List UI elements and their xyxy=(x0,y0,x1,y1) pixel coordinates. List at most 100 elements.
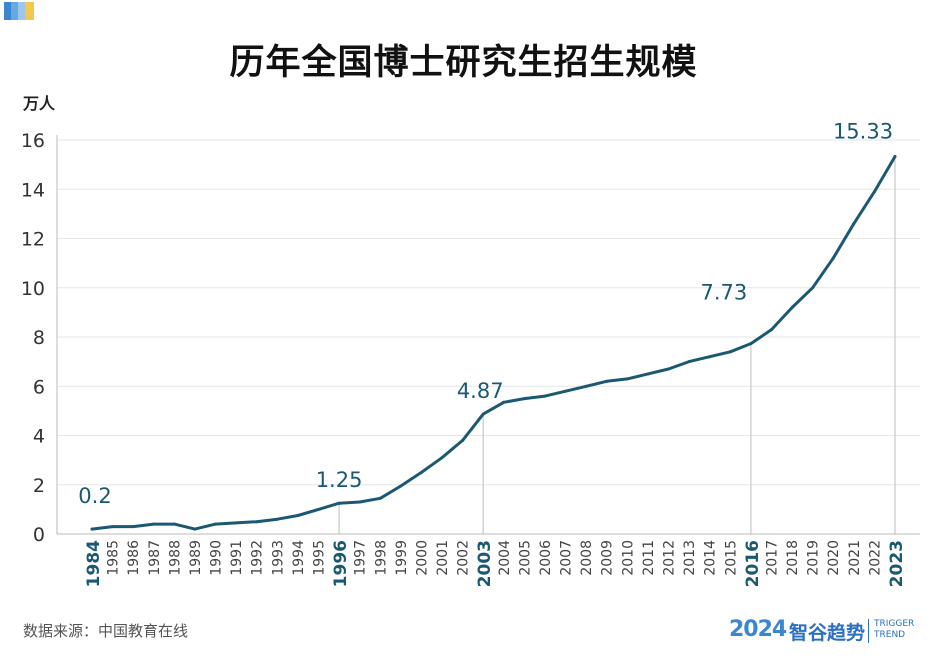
data-point-2017 xyxy=(769,328,773,332)
data-point-2010 xyxy=(625,377,629,381)
value-label-1984: 0.2 xyxy=(78,484,111,508)
brand-logo: 2024 智谷趋势 TRIGGER TREND xyxy=(729,615,919,645)
data-point-1999 xyxy=(399,484,403,488)
y-tick-label-10: 10 xyxy=(21,278,45,300)
label-layer: 0.2 1.25 4.87 7.73 15.33 xyxy=(78,119,893,508)
x-tick-label-1985: 1985 xyxy=(106,540,122,576)
value-label-2003: 4.87 xyxy=(457,379,504,403)
brand-divider xyxy=(868,619,869,643)
data-point-2005 xyxy=(522,397,526,401)
series-layer xyxy=(90,154,897,531)
y-tick-label-2: 2 xyxy=(33,475,45,497)
data-point-2007 xyxy=(564,389,568,393)
series-line xyxy=(90,155,897,531)
data-point-2021 xyxy=(852,222,856,226)
x-tick-label-1994: 1994 xyxy=(291,540,307,576)
x-tick-label-2006: 2006 xyxy=(538,540,554,576)
x-tick-label-2019: 2019 xyxy=(806,540,822,576)
data-point-2006 xyxy=(543,394,547,398)
data-point-2008 xyxy=(584,384,588,388)
y-tick-label-6: 6 xyxy=(33,376,45,398)
data-point-1992 xyxy=(255,520,259,524)
brand-name: 智谷趋势 xyxy=(789,622,866,644)
x-tick-label-2009: 2009 xyxy=(600,540,616,576)
y-tick-label-16: 16 xyxy=(21,130,45,152)
data-point-2022 xyxy=(872,190,876,194)
x-tick-label-1989: 1989 xyxy=(188,540,204,576)
value-label-2016: 7.73 xyxy=(700,281,747,305)
reference-lines xyxy=(338,156,896,534)
x-tick-label-2010: 2010 xyxy=(620,540,636,576)
x-tick-label-2003: 2003 xyxy=(475,540,495,587)
y-axis-unit-label: 万人 xyxy=(22,94,56,113)
data-point-1985 xyxy=(111,525,115,529)
value-label-2023: 15.33 xyxy=(833,119,893,143)
data-point-1998 xyxy=(378,496,382,500)
brand-year: 2024 xyxy=(729,617,787,642)
data-point-2014 xyxy=(708,355,712,359)
data-point-1987 xyxy=(152,522,156,526)
data-point-1993 xyxy=(275,517,279,521)
chart-title: 历年全国博士研究生招生规模 xyxy=(229,43,698,83)
x-tick-label-2012: 2012 xyxy=(662,540,678,576)
brand-english-line1: TRIGGER xyxy=(874,619,915,629)
data-point-1984 xyxy=(90,527,94,531)
data-point-1988 xyxy=(172,522,176,526)
x-tick-label-2020: 2020 xyxy=(826,540,842,576)
data-point-2004 xyxy=(502,400,506,404)
data-point-1997 xyxy=(358,500,362,504)
x-tick-label-1987: 1987 xyxy=(147,540,163,576)
x-tick-label-1984: 1984 xyxy=(84,540,104,587)
x-tick-label-2005: 2005 xyxy=(517,540,533,576)
data-point-2012 xyxy=(667,367,671,371)
data-point-2018 xyxy=(790,305,794,309)
data-point-1989 xyxy=(193,527,197,531)
data-point-2013 xyxy=(687,360,691,364)
x-tick-label-2023: 2023 xyxy=(887,540,907,587)
x-tick-label-2013: 2013 xyxy=(682,540,698,576)
data-point-2015 xyxy=(728,350,732,354)
corner-logo-mark xyxy=(4,2,34,20)
y-tick-label-4: 4 xyxy=(33,426,45,448)
x-tick-label-2002: 2002 xyxy=(456,540,472,576)
data-source-note: 数据来源：中国教育在线 xyxy=(23,622,189,640)
x-tick-label-2001: 2001 xyxy=(435,540,451,576)
data-point-1996 xyxy=(337,501,341,505)
data-point-2011 xyxy=(646,372,650,376)
data-point-2009 xyxy=(605,379,609,383)
x-tick-label-1997: 1997 xyxy=(353,540,369,576)
data-point-1986 xyxy=(131,525,135,529)
x-tick-label-2016: 2016 xyxy=(743,540,763,587)
x-tick-label-1999: 1999 xyxy=(394,540,410,576)
data-point-2020 xyxy=(831,256,835,260)
x-tick-label-1990: 1990 xyxy=(209,540,225,576)
data-point-2002 xyxy=(461,438,465,442)
x-tick-label-2011: 2011 xyxy=(641,540,657,576)
x-tick-label-1996: 1996 xyxy=(331,540,351,587)
data-point-2003 xyxy=(481,412,485,416)
y-tick-label-12: 12 xyxy=(21,229,45,251)
x-tick-label-2018: 2018 xyxy=(785,540,801,576)
data-point-2000 xyxy=(419,470,423,474)
brand-english-line2: TREND xyxy=(874,630,906,640)
x-tick-label-1991: 1991 xyxy=(229,540,245,576)
x-tick-label-2008: 2008 xyxy=(579,540,595,576)
x-tick-label-1993: 1993 xyxy=(270,540,286,576)
x-tick-label-2000: 2000 xyxy=(414,540,430,576)
axes: 0 2 4 6 8 10 12 14 16 万人 1984 1985 1986 1987 1988 1989 1… xyxy=(21,94,920,587)
value-label-1996: 1.25 xyxy=(316,468,363,492)
data-point-2001 xyxy=(440,456,444,460)
x-tick-label-1988: 1988 xyxy=(167,540,183,576)
data-point-1995 xyxy=(316,507,320,511)
x-tick-label-2017: 2017 xyxy=(764,540,780,576)
x-tick-label-2015: 2015 xyxy=(723,540,739,576)
y-tick-label-0: 0 xyxy=(33,524,45,546)
x-tick-label-1995: 1995 xyxy=(311,540,327,576)
data-point-2023 xyxy=(893,154,897,158)
x-tick-label-2021: 2021 xyxy=(847,540,863,576)
data-point-2019 xyxy=(811,286,815,290)
y-tick-label-14: 14 xyxy=(21,179,45,201)
x-tick-label-2014: 2014 xyxy=(703,540,719,576)
y-tick-label-8: 8 xyxy=(33,327,45,349)
